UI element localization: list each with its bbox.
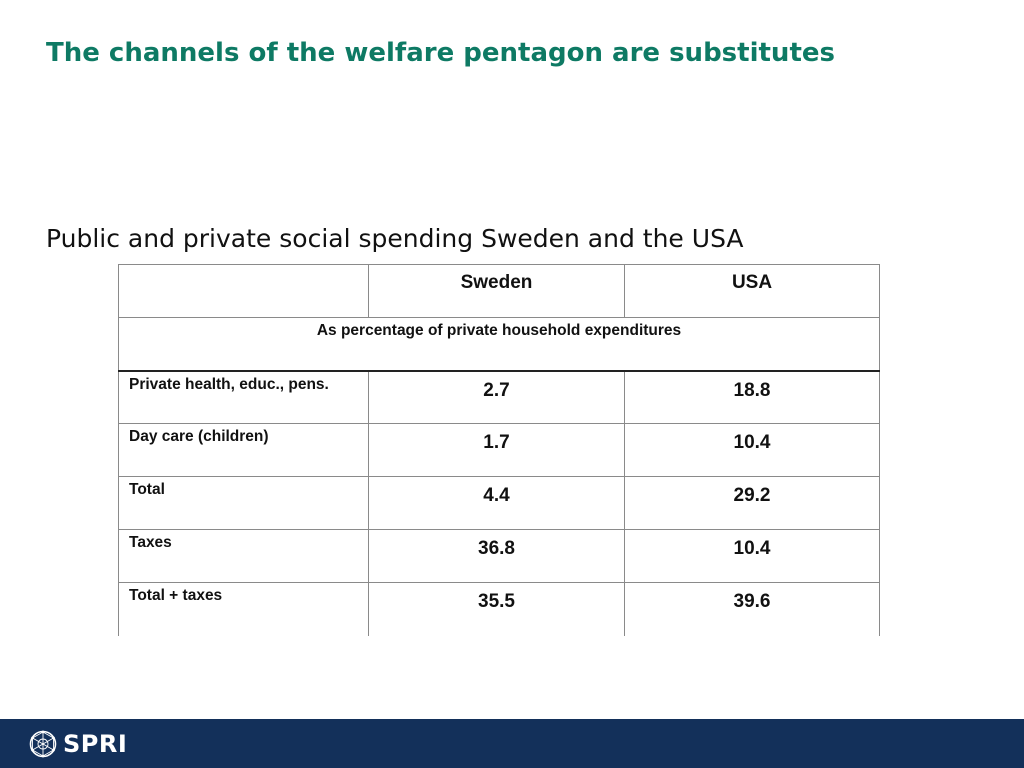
table-row: Private health, educ., pens. 2.7 18.8 — [118, 370, 880, 424]
footer-bar: SPRI — [0, 719, 1024, 768]
row-label: Taxes — [118, 529, 369, 583]
table-row: Day care (children) 1.7 10.4 — [118, 423, 880, 477]
table-unit-row: As percentage of private household expen… — [118, 317, 880, 372]
value-usa: 10.4 — [624, 529, 880, 583]
value-usa: 29.2 — [624, 476, 880, 530]
spending-table: Sweden USA As percentage of private hous… — [118, 264, 880, 636]
logo-text: SPRI — [63, 730, 128, 758]
table-row: Taxes 36.8 10.4 — [118, 529, 880, 583]
row-label: Total — [118, 476, 369, 530]
header-cell-usa: USA — [624, 264, 880, 318]
table-header-row: Sweden USA — [118, 264, 880, 318]
table-row: Total + taxes 35.5 39.6 — [118, 582, 880, 636]
unit-note: As percentage of private household expen… — [118, 317, 880, 372]
spri-logo: SPRI — [28, 729, 127, 759]
slide-subtitle: Public and private social spending Swede… — [46, 224, 744, 253]
row-label: Day care (children) — [118, 423, 369, 477]
globe-network-icon — [28, 729, 58, 759]
value-sweden: 2.7 — [368, 370, 625, 424]
slide-title: The channels of the welfare pentagon are… — [46, 38, 835, 68]
row-label: Total + taxes — [118, 582, 369, 636]
value-sweden: 4.4 — [368, 476, 625, 530]
value-sweden: 35.5 — [368, 582, 625, 636]
value-usa: 10.4 — [624, 423, 880, 477]
table-row: Total 4.4 29.2 — [118, 476, 880, 530]
header-cell-empty — [118, 264, 369, 318]
row-label: Private health, educ., pens. — [118, 370, 369, 424]
value-usa: 18.8 — [624, 370, 880, 424]
header-cell-sweden: Sweden — [368, 264, 625, 318]
value-sweden: 1.7 — [368, 423, 625, 477]
value-sweden: 36.8 — [368, 529, 625, 583]
value-usa: 39.6 — [624, 582, 880, 636]
